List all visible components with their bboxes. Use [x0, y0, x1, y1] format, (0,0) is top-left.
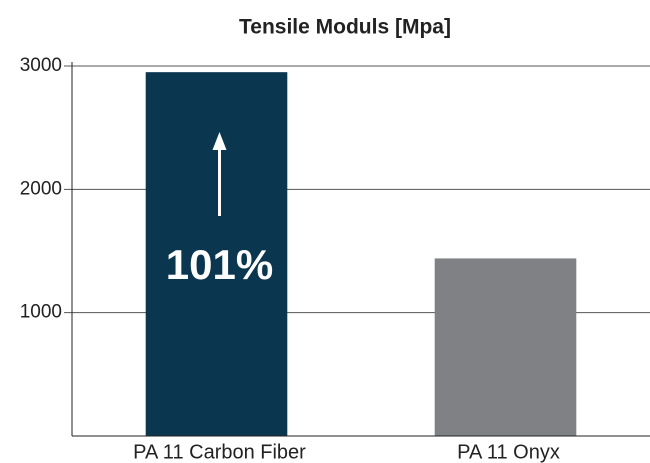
y-tick-label: 2000	[20, 178, 62, 199]
y-tick-label: 1000	[20, 302, 62, 323]
y-tick-label: 3000	[20, 55, 62, 76]
arrow-head	[212, 132, 227, 150]
x-tick-label: PA 11 Carbon Fiber	[133, 441, 306, 463]
bar	[145, 72, 288, 437]
chart-title: Tensile Moduls [Mpa]	[239, 16, 451, 39]
bar	[434, 258, 577, 436]
annotation: 101%	[166, 241, 273, 288]
x-tick-label: PA 11 Onyx	[457, 441, 560, 463]
